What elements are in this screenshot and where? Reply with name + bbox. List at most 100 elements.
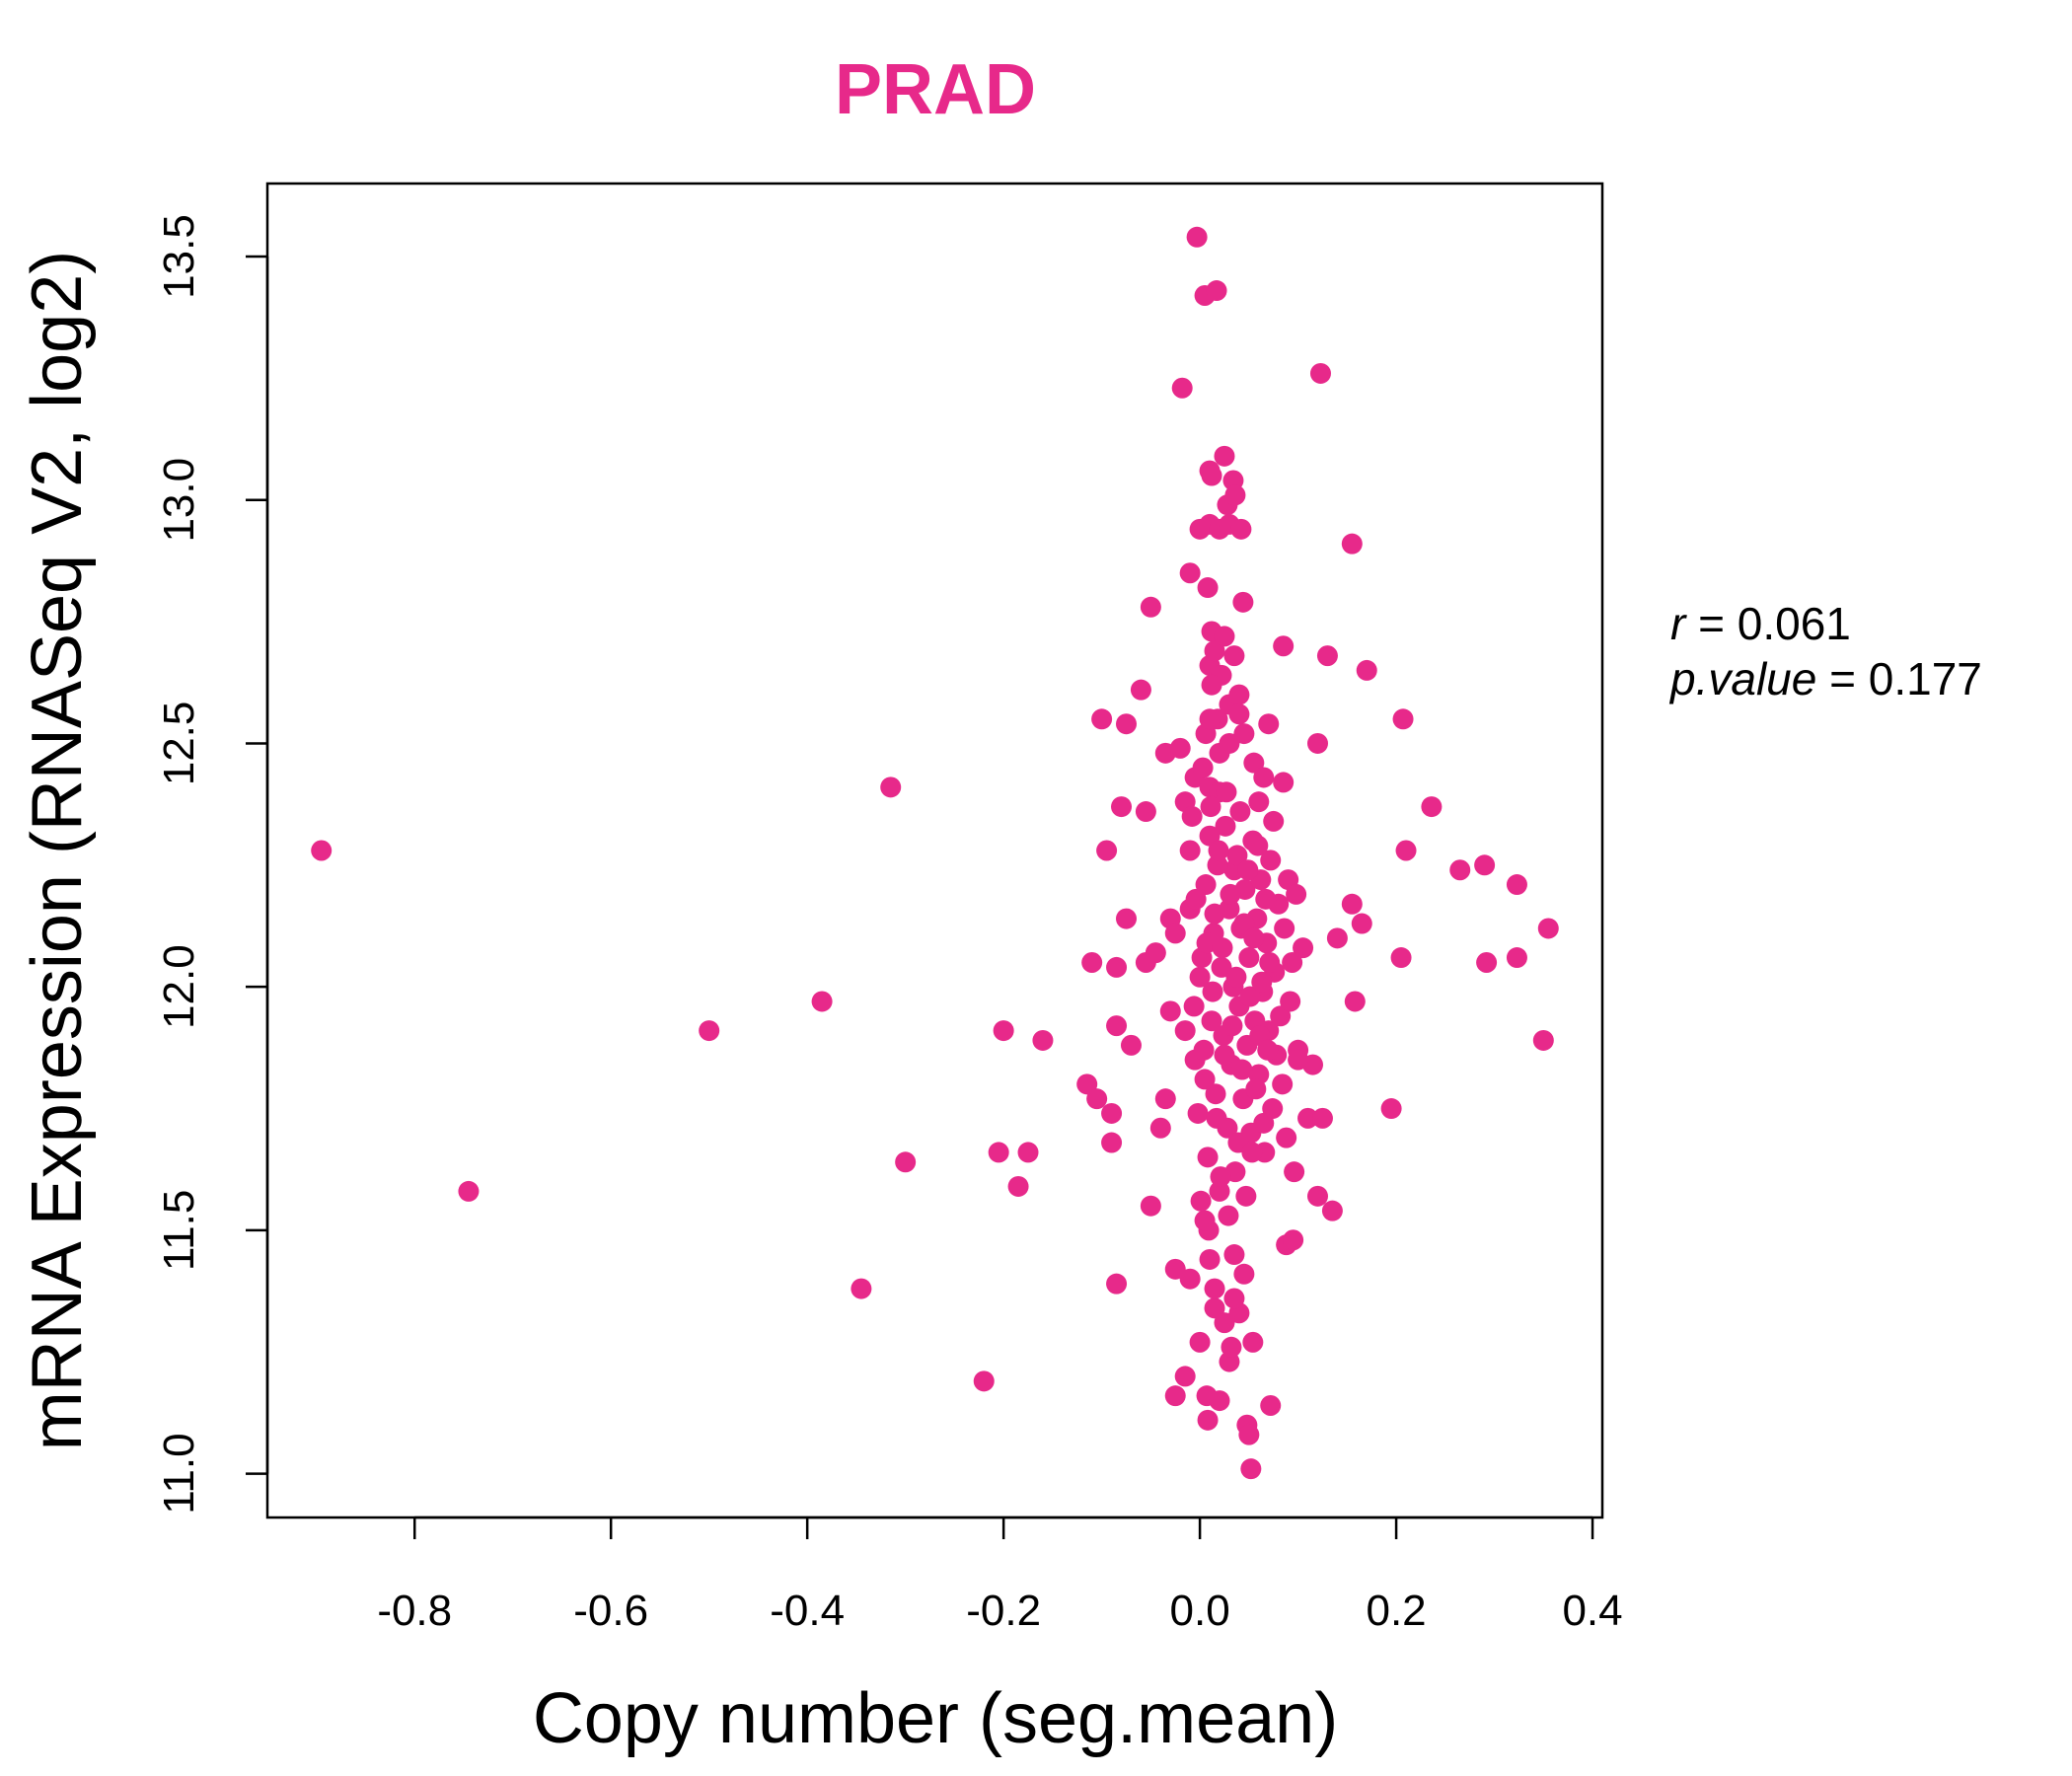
- data-point: [1233, 1263, 1255, 1285]
- x-tick-label: -0.8: [377, 1587, 452, 1635]
- data-point: [1196, 932, 1218, 954]
- data-point: [1297, 1107, 1319, 1129]
- data-point: [1230, 518, 1252, 540]
- y-tick-label: 11.5: [155, 1190, 203, 1271]
- data-point: [1231, 1059, 1253, 1080]
- data-point: [1193, 1039, 1215, 1061]
- data-point: [851, 1278, 872, 1299]
- data-point: [1192, 757, 1214, 778]
- data-point: [1309, 362, 1331, 384]
- data-point: [1187, 1102, 1209, 1124]
- data-point: [1226, 845, 1248, 866]
- data-point: [1204, 903, 1225, 925]
- data-point: [1235, 1185, 1257, 1207]
- data-point: [1224, 484, 1246, 506]
- data-point: [1106, 1015, 1128, 1037]
- r-equals: =: [1685, 598, 1737, 649]
- data-point: [1223, 1244, 1245, 1266]
- data-point: [1185, 888, 1207, 910]
- data-point: [1174, 1020, 1196, 1042]
- data-point: [1212, 937, 1233, 959]
- data-point: [1229, 801, 1251, 823]
- data-point: [1238, 1424, 1260, 1445]
- data-point: [973, 1370, 995, 1392]
- data-point: [1032, 1029, 1054, 1051]
- data-point: [1392, 708, 1414, 730]
- data-point: [1233, 723, 1255, 745]
- data-point: [1189, 1331, 1211, 1353]
- data-point: [1257, 1039, 1279, 1061]
- data-point: [1208, 840, 1229, 861]
- data-point: [1214, 1312, 1235, 1334]
- data-point: [1243, 927, 1265, 949]
- data-point: [1390, 947, 1412, 969]
- data-point: [1194, 1069, 1216, 1090]
- data-point: [1115, 908, 1137, 929]
- data-point: [1164, 923, 1186, 944]
- p-value-label: p.value = 0.177: [1668, 653, 1982, 704]
- data-point: [1086, 1088, 1108, 1110]
- data-point: [1199, 708, 1221, 730]
- x-tick-label: 0.4: [1562, 1587, 1622, 1635]
- data-point: [1242, 1331, 1264, 1353]
- data-point: [1206, 280, 1227, 302]
- data-point: [1260, 1395, 1282, 1417]
- data-point: [1284, 1161, 1305, 1183]
- data-point: [1219, 732, 1240, 754]
- data-point: [1216, 781, 1237, 803]
- data-point: [1260, 850, 1282, 871]
- y-tick-label: 13.5: [155, 214, 203, 299]
- data-point: [1174, 1366, 1196, 1387]
- data-point: [1306, 1185, 1328, 1207]
- r-symbol: r: [1670, 598, 1687, 649]
- data-point: [699, 1020, 720, 1042]
- data-point: [993, 1020, 1014, 1042]
- data-point: [1225, 966, 1247, 988]
- data-point: [1076, 1073, 1098, 1095]
- data-point: [1293, 937, 1314, 959]
- data-point: [1106, 1273, 1128, 1295]
- data-point: [1286, 883, 1307, 905]
- data-point: [1215, 815, 1236, 837]
- x-axis-title: Copy number (seg.mean): [533, 1679, 1338, 1758]
- data-point: [1276, 1127, 1297, 1148]
- data-point: [1247, 835, 1269, 856]
- data-point: [1204, 640, 1225, 662]
- data-point: [1272, 1073, 1294, 1095]
- data-point: [1201, 465, 1222, 486]
- x-tick-label: -0.2: [966, 1587, 1041, 1635]
- data-point: [1255, 888, 1277, 910]
- p-value: 0.177: [1869, 653, 1982, 704]
- data-point: [1179, 840, 1201, 861]
- data-point: [1273, 635, 1295, 657]
- data-point: [1197, 1147, 1219, 1168]
- data-point: [1201, 674, 1222, 696]
- data-point: [1169, 737, 1191, 759]
- y-tick-label: 12.5: [155, 702, 203, 786]
- data-points: [311, 226, 1559, 1480]
- data-point: [1210, 1166, 1231, 1188]
- data-point: [1280, 991, 1301, 1012]
- data-point: [1228, 703, 1250, 725]
- data-point: [1106, 956, 1128, 978]
- data-point: [1474, 854, 1496, 876]
- data-point: [1205, 1083, 1226, 1105]
- data-point: [1111, 796, 1133, 818]
- data-point: [1233, 913, 1255, 934]
- data-point: [1237, 859, 1259, 881]
- data-point: [1253, 1112, 1275, 1134]
- data-point: [1223, 1288, 1245, 1309]
- data-point: [1120, 1034, 1142, 1056]
- data-point: [1190, 1190, 1212, 1212]
- data-point: [1164, 1385, 1186, 1407]
- y-axis: 11.0 11.5 12.0 12.5 13.0 13.5: [155, 214, 269, 1515]
- data-point: [1149, 1117, 1171, 1139]
- data-point: [1341, 533, 1363, 555]
- data-point: [1159, 1000, 1181, 1022]
- data-point: [1228, 684, 1250, 705]
- data-point: [880, 777, 902, 798]
- data-point: [1181, 805, 1203, 827]
- data-point: [1263, 810, 1285, 832]
- data-point: [1214, 626, 1235, 647]
- y-tick-label: 11.0: [155, 1433, 203, 1514]
